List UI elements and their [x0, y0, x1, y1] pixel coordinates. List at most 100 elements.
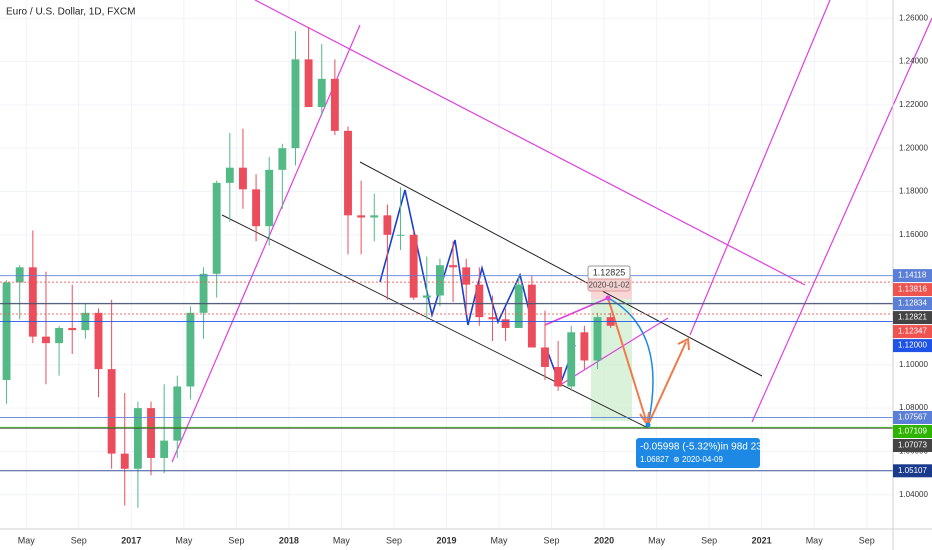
candle-body: [120, 453, 129, 469]
x-tick-label: May: [175, 535, 193, 545]
candle-body: [396, 234, 405, 236]
candle-body: [541, 347, 549, 367]
price-label-box: [893, 297, 932, 311]
target-date: 2020-01-02: [589, 281, 630, 290]
candle-body: [422, 295, 431, 298]
x-tick-label: 2018: [279, 535, 299, 545]
x-tick-label: 2019: [436, 535, 456, 545]
arrow-head: [677, 337, 690, 351]
candle-body: [330, 78, 339, 131]
price-label: 1.07567: [898, 413, 927, 422]
price-label: 1.12347: [898, 327, 927, 336]
projection-curve: [607, 297, 654, 426]
price-label-box: [893, 439, 932, 453]
candle-body: [199, 273, 208, 313]
trend-line: [544, 297, 609, 326]
candle-body: [357, 215, 366, 218]
trend-line: [171, 24, 361, 463]
price-label: 1.12821: [898, 313, 927, 322]
candle-body: [370, 215, 379, 218]
y-tick-label: 1.18000: [899, 187, 928, 196]
price-label: 1.12000: [898, 341, 927, 350]
x-tick-label: Sep: [71, 535, 87, 545]
price-label: 1.12834: [898, 299, 927, 308]
candle-body: [252, 189, 261, 227]
x-tick-label: May: [491, 535, 509, 545]
x-tick-label: 2017: [121, 535, 141, 545]
price-label: 1.05107: [898, 466, 927, 475]
chart-title: Euro / U.S. Dollar, 1D, FXCM: [6, 7, 135, 18]
candle-body: [265, 169, 274, 227]
price-label-box: [893, 325, 932, 339]
candle-body: [2, 282, 11, 380]
price-label-box: [893, 425, 932, 439]
x-tick-label: Sep: [228, 535, 244, 545]
x-tick-label: Sep: [701, 535, 717, 545]
price-lines: [0, 275, 893, 472]
candle-body: [554, 366, 563, 387]
candle-body: [212, 182, 221, 274]
trend-line: [559, 317, 669, 386]
candle-body: [344, 130, 352, 216]
candle-body: [501, 319, 510, 328]
measure-price: 1.06827: [640, 455, 669, 464]
price-label-box: [893, 464, 932, 478]
candle-body: [55, 327, 64, 344]
price-label: 1.07109: [898, 427, 927, 436]
axes: 1.26000 1.24000 1.22000 1.20000 1.18000 1.160…: [18, 13, 932, 545]
candle-body: [278, 148, 287, 170]
candle-body: [567, 332, 576, 387]
price-label-box: [893, 311, 932, 325]
candle-body: [383, 215, 392, 235]
candle-body: [580, 332, 589, 361]
candle-body: [291, 59, 300, 149]
price-label: 1.14118: [898, 271, 927, 280]
clock-icon: ⊛: [673, 455, 680, 464]
x-tick-label: 2021: [752, 535, 772, 545]
y-tick-label: 1.08000: [899, 403, 928, 412]
candle-body: [304, 59, 313, 108]
candle-body: [186, 312, 195, 387]
candle-body: [514, 284, 523, 328]
price-label-box: [893, 411, 932, 425]
y-tick-label: 1.16000: [899, 230, 928, 239]
x-tick-label: May: [18, 535, 36, 545]
y-tick-label: 1.26000: [899, 13, 928, 22]
candle-body: [147, 408, 155, 458]
x-tick-label: Sep: [544, 535, 560, 545]
price-label-box: [893, 269, 932, 283]
price-label-box: [893, 339, 932, 353]
candle-body: [475, 284, 484, 318]
candle-body: [449, 265, 458, 268]
candle-body: [409, 234, 418, 298]
candle-body: [239, 167, 247, 190]
target-price: 1.12825: [593, 267, 626, 277]
y-tick-label: 1.10000: [899, 360, 928, 369]
trend-line: [689, 0, 831, 336]
price-label: 1.07073: [898, 441, 927, 450]
candle-body: [225, 167, 234, 183]
arrow: [647, 341, 687, 426]
measure-box: [636, 438, 760, 468]
candle-body: [28, 267, 37, 337]
x-tick-label: May: [806, 535, 824, 545]
candle-body: [317, 78, 326, 108]
measure-date: 2020-04-09: [682, 455, 723, 464]
y-tick-label: 1.22000: [899, 100, 928, 109]
x-tick-label: Sep: [859, 535, 875, 545]
candle-body: [160, 440, 169, 458]
anchor-point: [605, 295, 611, 301]
trend-line: [751, 17, 932, 423]
channel-line: [359, 161, 763, 377]
candle-body: [435, 265, 444, 296]
candle-body: [488, 317, 497, 320]
candle-body: [42, 336, 50, 344]
price-label: 1.13816: [898, 285, 927, 294]
candle-body: [68, 327, 77, 331]
candles: [2, 26, 615, 508]
measure-text: -0.05998 (-5.32%)in 98d 23h: [640, 442, 767, 453]
candle-body: [133, 408, 142, 469]
x-tick-label: May: [333, 535, 351, 545]
candle-body: [527, 284, 536, 348]
